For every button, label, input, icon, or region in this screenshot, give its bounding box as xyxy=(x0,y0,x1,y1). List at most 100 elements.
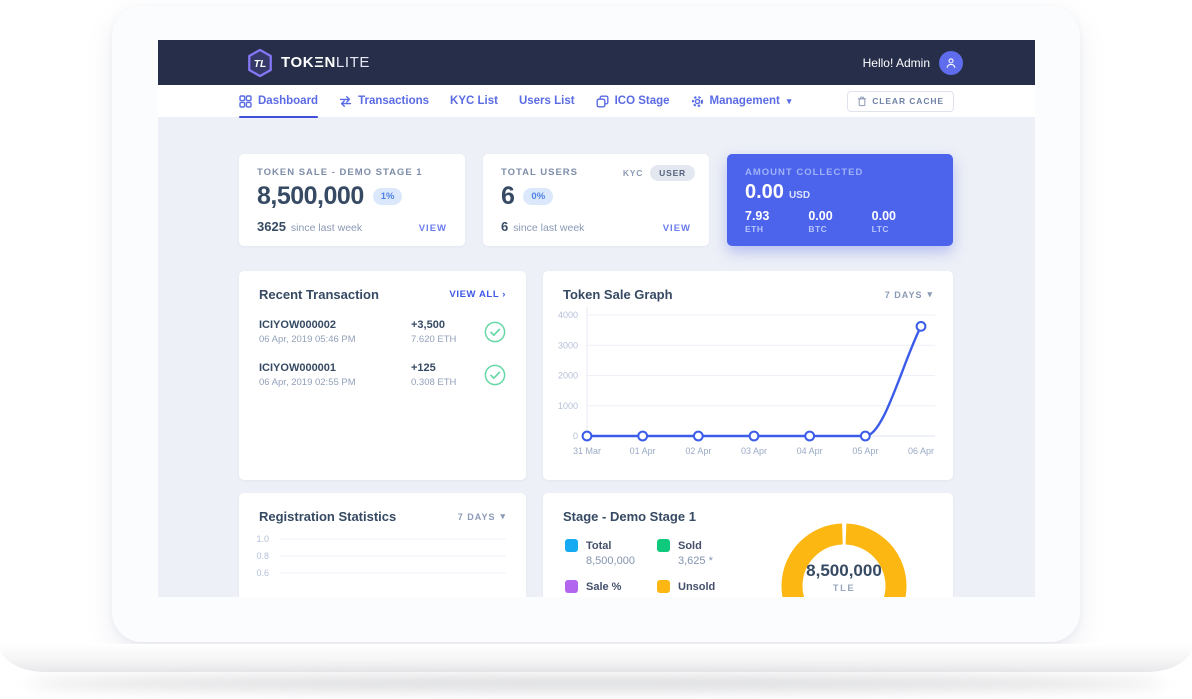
card-title: AMOUNT COLLECTED xyxy=(745,167,864,178)
transaction-date: 06 Apr, 2019 05:46 PM xyxy=(259,334,356,345)
percent-badge: 0% xyxy=(523,188,554,205)
greeting-text: Hello! Admin xyxy=(862,55,930,70)
currency-value: 0.00 xyxy=(808,209,833,223)
currency-eth: 7.93 ETH xyxy=(745,209,808,234)
brand-name: TOKΞNLITE xyxy=(281,54,370,71)
nav-label: Users List xyxy=(518,95,575,107)
hexagon-logo-icon: TL xyxy=(248,48,272,77)
toggle-kyc[interactable]: KYC xyxy=(622,168,644,178)
svg-text:05 Apr: 05 Apr xyxy=(852,446,878,456)
legend-label: Sale % xyxy=(586,580,622,593)
svg-text:06 Apr: 06 Apr xyxy=(908,446,934,456)
person-icon xyxy=(946,57,956,68)
main-nav: Dashboard Transactions KYC List Users Li… xyxy=(158,85,1035,118)
legend-item-unsold: Unsold xyxy=(657,580,749,596)
dashboard-app: TL TOKΞNLITE Hello! Admin xyxy=(158,40,1035,597)
stage-panel: Stage - Demo Stage 1 Total 8,500,000 So xyxy=(543,493,953,597)
donut-center-text: 8,500,000 TLE xyxy=(764,561,924,594)
delta-value: 6 xyxy=(501,219,509,234)
transaction-eth: 7.620 ETH xyxy=(411,334,457,345)
brand-logo[interactable]: TL TOKΞNLITE xyxy=(246,48,370,78)
legend-swatch xyxy=(657,580,670,593)
legend-item-sold: Sold 3,625 * xyxy=(657,539,749,567)
svg-text:1.0: 1.0 xyxy=(256,534,269,544)
panel-title: Token Sale Graph xyxy=(563,287,673,302)
percent-badge: 1% xyxy=(372,188,403,205)
nav-item-management[interactable]: Management ▾ xyxy=(691,85,792,117)
stage-legend: Total 8,500,000 Sold 3,625 * xyxy=(565,539,749,596)
svg-text:2000: 2000 xyxy=(558,371,578,381)
range-label: 7 DAYS xyxy=(884,289,923,300)
nav-label: Management xyxy=(709,95,780,107)
laptop-base xyxy=(0,644,1192,672)
legend-swatch xyxy=(565,539,578,552)
view-all-link[interactable]: VIEW ALL › xyxy=(449,289,506,300)
user-greeting: Hello! Admin xyxy=(862,50,963,75)
currency-label: ETH xyxy=(745,224,764,234)
svg-text:02 Apr: 02 Apr xyxy=(685,446,711,456)
clear-cache-button[interactable]: CLEAR CACHE xyxy=(847,90,954,112)
nav-label: Dashboard xyxy=(258,95,319,107)
nav-label: Transactions xyxy=(358,95,430,107)
nav-label: KYC List xyxy=(450,95,498,107)
legend-value: 3,625 * xyxy=(678,555,713,567)
donut-value: 8,500,000 xyxy=(806,561,882,580)
legend-swatch xyxy=(657,539,670,552)
card-title: TOKEN SALE - DEMO STAGE 1 xyxy=(257,167,423,178)
view-all-label: VIEW ALL xyxy=(449,289,500,300)
grid-icon xyxy=(239,94,252,108)
currency-label: BTC xyxy=(808,224,828,234)
toggle-user[interactable]: USER xyxy=(650,165,695,181)
kyc-user-toggle: KYC USER xyxy=(623,165,695,181)
range-dropdown[interactable]: 7 DAYS ▾ xyxy=(458,511,506,522)
registration-statistics-panel: Registration Statistics 7 DAYS ▾ 1.0 0.8 0… xyxy=(239,493,526,597)
legend-label: Sold xyxy=(678,539,702,552)
check-circle-icon xyxy=(484,364,506,386)
svg-text:01 Apr: 01 Apr xyxy=(630,446,656,456)
svg-text:0: 0 xyxy=(573,431,578,441)
panel-title: Registration Statistics xyxy=(259,509,397,524)
token-sale-line-chart: 0 1000 2000 3000 4000 31 Mar 01 Apr 02 Apr 03 Ap… xyxy=(558,307,935,456)
gear-icon xyxy=(691,95,703,107)
delta-suffix: since last week xyxy=(290,222,363,234)
usd-value: 0.00 xyxy=(745,181,784,203)
legend-swatch xyxy=(565,580,578,593)
stack-icon xyxy=(596,95,609,107)
range-dropdown[interactable]: 7 DAYS ▾ xyxy=(885,289,933,300)
swap-icon xyxy=(339,95,352,107)
svg-text:31 Mar: 31 Mar xyxy=(573,446,601,456)
legend-item-total: Total 8,500,000 xyxy=(565,539,657,567)
chevron-down-icon: ▾ xyxy=(927,289,933,299)
view-link[interactable]: VIEW xyxy=(418,223,447,234)
dashboard-content: TOKEN SALE - DEMO STAGE 1 8,500,000 1% 3… xyxy=(158,118,1035,597)
usd-label: USD xyxy=(788,190,811,201)
trash-icon xyxy=(857,96,867,106)
user-avatar[interactable] xyxy=(939,50,963,75)
transaction-row[interactable]: ICIYOW000001 06 Apr, 2019 02:55 PM +125 … xyxy=(259,362,506,388)
view-link[interactable]: VIEW xyxy=(662,223,691,234)
nav-item-transactions[interactable]: Transactions xyxy=(339,85,429,117)
donut-label: TLE xyxy=(832,583,856,594)
legend-label: Total xyxy=(586,539,612,552)
currency-value: 0.00 xyxy=(871,209,896,223)
svg-text:4000: 4000 xyxy=(558,310,578,320)
transaction-amount: +3,500 xyxy=(411,319,445,331)
nav-item-dashboard[interactable]: Dashboard xyxy=(239,85,319,118)
middle-row: Recent Transaction VIEW ALL › ICIYOW0000… xyxy=(239,271,954,480)
chevron-down-icon: ▾ xyxy=(500,511,506,521)
logo-monogram: TL xyxy=(254,59,267,70)
currency-value: 7.93 xyxy=(745,209,770,223)
amount-collected-card: AMOUNT COLLECTED 0.00 USD 7.93 ETH 0.00 … xyxy=(727,154,953,246)
nav-item-ico-stage[interactable]: ICO Stage xyxy=(596,85,670,117)
nav-item-users-list[interactable]: Users List xyxy=(519,85,575,117)
transaction-row[interactable]: ICIYOW000002 06 Apr, 2019 05:46 PM +3,50… xyxy=(259,319,506,345)
chevron-down-icon: ▾ xyxy=(786,95,792,106)
transaction-amount: +125 xyxy=(411,362,436,374)
transaction-eth: 0.308 ETH xyxy=(411,377,457,388)
delta-value: 3625 xyxy=(257,219,286,234)
nav-item-kyc-list[interactable]: KYC List xyxy=(450,85,498,117)
delta-suffix: since last week xyxy=(513,222,585,234)
stat-cards-row: TOKEN SALE - DEMO STAGE 1 8,500,000 1% 3… xyxy=(239,154,954,246)
check-circle-icon xyxy=(484,321,506,343)
currency-ltc: 0.00 LTC xyxy=(872,209,935,234)
